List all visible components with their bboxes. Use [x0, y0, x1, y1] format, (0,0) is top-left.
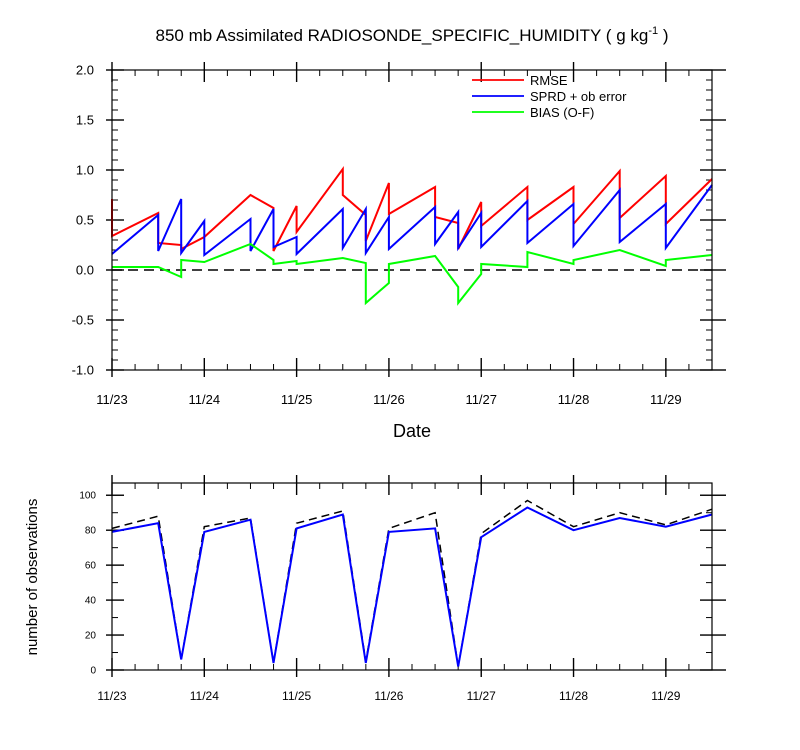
top-y-tick-label: 0.0: [76, 263, 94, 278]
bottom-x-tick-label: 11/27: [467, 689, 496, 703]
legend-label-rmse: RMSE: [530, 73, 568, 88]
top-y-tick-label: 2.0: [76, 63, 94, 78]
bottom-y-tick-label: 80: [85, 526, 97, 537]
series-line-sprd-ob-error: [111, 184, 713, 258]
x-axis-title: Date: [393, 421, 431, 441]
top-y-tick-label: -0.5: [72, 313, 94, 328]
legend: RMSE SPRD + ob error BIAS (O-F): [472, 73, 627, 120]
bottom-tick-labels: 11/23 11/24 11/25 11/26 11/27 11/28 11/29 0 20 40…: [79, 491, 680, 703]
bottom-panel: 11/23 11/24 11/25 11/26 11/27 11/28 11/29 0 20 40…: [24, 475, 726, 703]
bottom-x-tick-label: 11/29: [651, 689, 680, 703]
series-line-obs-used: [111, 506, 713, 667]
top-axis-ticks: [106, 62, 726, 377]
top-x-tick-label: 11/29: [650, 392, 682, 407]
chart-title-exponent: -1: [648, 25, 658, 37]
bottom-x-tick-label: 11/28: [559, 689, 588, 703]
bottom-y-tick-label: 20: [85, 631, 97, 642]
top-y-tick-label: 1.5: [76, 113, 94, 128]
bottom-y-tick-label: 40: [85, 596, 97, 607]
bottom-x-tick-label: 11/23: [97, 689, 126, 703]
top-panel: 11/23 11/24 11/25 11/26 11/27 11/28 11/29 -1.0 -…: [72, 62, 726, 441]
top-y-tick-label: 0.5: [76, 213, 94, 228]
top-y-tick-label: 1.0: [76, 163, 94, 178]
top-y-tick-label: -1.0: [72, 363, 94, 378]
series-line-obs-possible: [111, 499, 713, 667]
series-line-rmse: [111, 165, 713, 252]
bottom-x-tick-label: 11/26: [374, 689, 403, 703]
series-line-bias-o-f: [112, 242, 713, 306]
bottom-y-axis-title: number of observations: [24, 499, 41, 656]
bottom-series-group: [111, 499, 713, 667]
top-tick-labels: 11/23 11/24 11/25 11/26 11/27 11/28 11/29 -1.0 -…: [72, 63, 682, 407]
bottom-x-tick-label: 11/24: [190, 689, 219, 703]
bottom-x-tick-label: 11/25: [282, 689, 311, 703]
bottom-y-tick-label: 60: [85, 561, 97, 572]
bottom-axis-ticks: [106, 475, 726, 677]
chart-title-main: 850 mb Assimilated RADIOSONDE_SPECIFIC_H…: [156, 26, 649, 45]
top-x-tick-label: 11/25: [281, 392, 313, 407]
top-plot-frame: [111, 69, 713, 371]
top-x-tick-label: 11/28: [558, 392, 590, 407]
top-series-group: [111, 165, 713, 306]
bottom-y-tick-label: 0: [90, 666, 96, 677]
top-x-tick-label: 11/23: [96, 392, 128, 407]
chart-title-close: ): [658, 26, 668, 45]
top-x-tick-label: 11/24: [189, 392, 221, 407]
bottom-y-tick-label: 100: [79, 491, 96, 502]
legend-label-bias: BIAS (O-F): [530, 105, 594, 120]
top-x-tick-label: 11/27: [465, 392, 497, 407]
chart-title: 850 mb Assimilated RADIOSONDE_SPECIFIC_H…: [156, 25, 669, 45]
bottom-plot-frame: [111, 482, 713, 671]
top-x-tick-label: 11/26: [373, 392, 405, 407]
legend-label-sprd: SPRD + ob error: [530, 89, 627, 104]
